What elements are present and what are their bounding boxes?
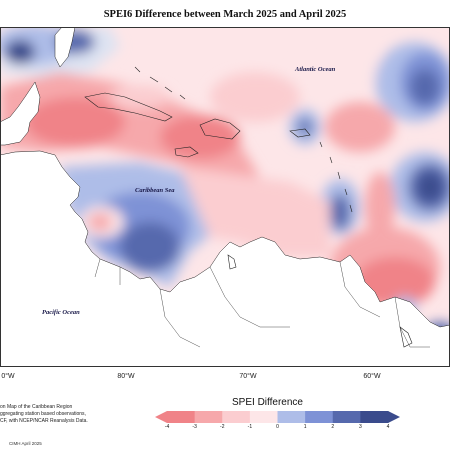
legend-tick-label: -4 — [164, 424, 170, 430]
legend-swatch — [277, 411, 306, 423]
legend-tick-label: -3 — [192, 424, 197, 430]
legend-swatch — [167, 411, 196, 423]
legend-swatch — [194, 411, 223, 423]
legend-arrow-high — [388, 411, 400, 423]
longitude-label: 60°W — [363, 373, 381, 380]
credit-text: CIMH April 2025 — [9, 441, 42, 446]
legend-title: SPEI Difference — [232, 397, 303, 408]
legend-arrow-low — [155, 411, 167, 423]
caribbean-sea-label: Caribbean Sea — [135, 187, 175, 194]
legend-tick-label: 1 — [303, 424, 307, 430]
legend-swatch — [305, 411, 334, 423]
longitude-label: 80°W — [117, 373, 135, 380]
spei-map: Atlantic Ocean Caribbean Sea Pacific Oce… — [0, 27, 450, 367]
legend-swatch — [222, 411, 251, 423]
legend-tick-label: -2 — [220, 424, 225, 430]
legend-swatch — [360, 411, 389, 423]
legend-tick-label: 3 — [358, 424, 362, 430]
legend-tick-label: 2 — [331, 424, 335, 430]
pacific-ocean-label: Pacific Ocean — [42, 309, 80, 316]
footnote-line: ggregating station based observations, — [0, 411, 86, 417]
legend-swatch — [249, 411, 278, 423]
legend-swatch — [332, 411, 361, 423]
longitude-label: 0°W — [1, 373, 15, 380]
footnote-line: CF, with NCEP/NCAR Reanalysis Data. — [0, 418, 88, 424]
legend-colorbar — [155, 411, 400, 423]
atlantic-ocean-label: Atlantic Ocean — [294, 66, 336, 73]
footnote-line: on Map of the Caribbean Region — [0, 404, 73, 410]
longitude-label: 70°W — [239, 373, 257, 380]
legend-tick-label: 0 — [276, 424, 279, 430]
legend-tick-label: -1 — [247, 424, 253, 430]
legend-tick-label: 4 — [386, 424, 390, 430]
map-title: SPEI6 Difference between March 2025 and … — [103, 9, 347, 20]
